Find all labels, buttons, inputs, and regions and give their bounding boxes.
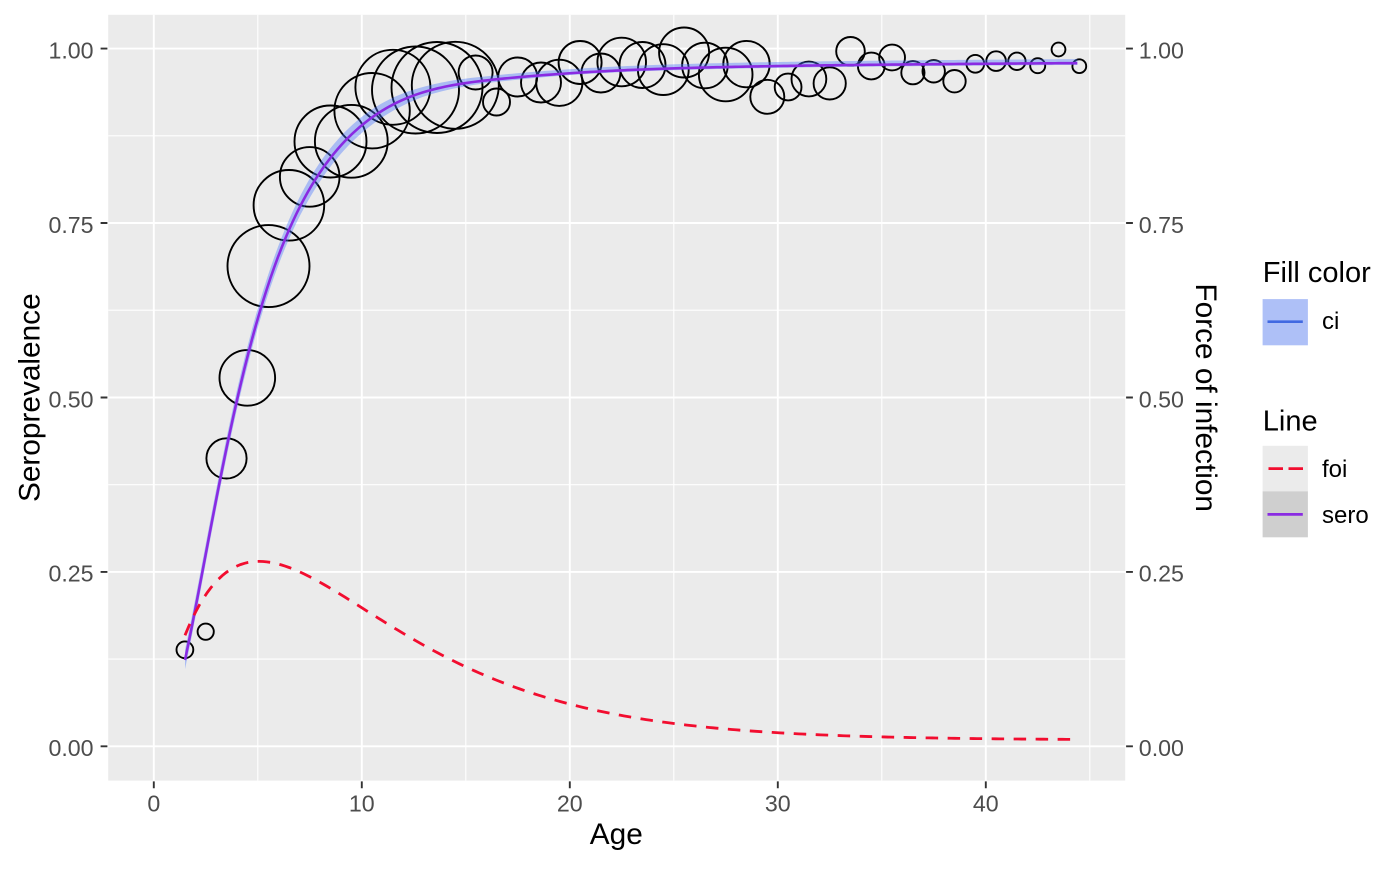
svg-text:0.00: 0.00	[1139, 735, 1184, 761]
svg-text:40: 40	[973, 790, 999, 816]
svg-text:0.75: 0.75	[48, 212, 93, 238]
svg-text:1.00: 1.00	[1139, 37, 1184, 63]
svg-text:10: 10	[349, 790, 375, 816]
svg-text:0.25: 0.25	[1139, 561, 1184, 587]
svg-text:1.00: 1.00	[48, 37, 93, 63]
svg-text:0.50: 0.50	[1139, 386, 1184, 412]
svg-text:Seroprevalence: Seroprevalence	[14, 293, 47, 502]
svg-text:Line: Line	[1263, 406, 1318, 438]
svg-text:0.25: 0.25	[48, 561, 93, 587]
svg-text:Age: Age	[590, 818, 643, 851]
svg-text:sero: sero	[1322, 502, 1369, 529]
svg-text:30: 30	[765, 790, 791, 816]
svg-text:Force of infection: Force of infection	[1189, 283, 1222, 512]
svg-text:foi: foi	[1322, 456, 1347, 483]
svg-text:Fill color: Fill color	[1263, 257, 1371, 289]
svg-text:0.75: 0.75	[1139, 212, 1184, 238]
svg-text:20: 20	[557, 790, 583, 816]
svg-text:0: 0	[147, 790, 160, 816]
svg-text:0.00: 0.00	[48, 735, 93, 761]
svg-text:0.50: 0.50	[48, 386, 93, 412]
svg-text:ci: ci	[1322, 308, 1339, 335]
